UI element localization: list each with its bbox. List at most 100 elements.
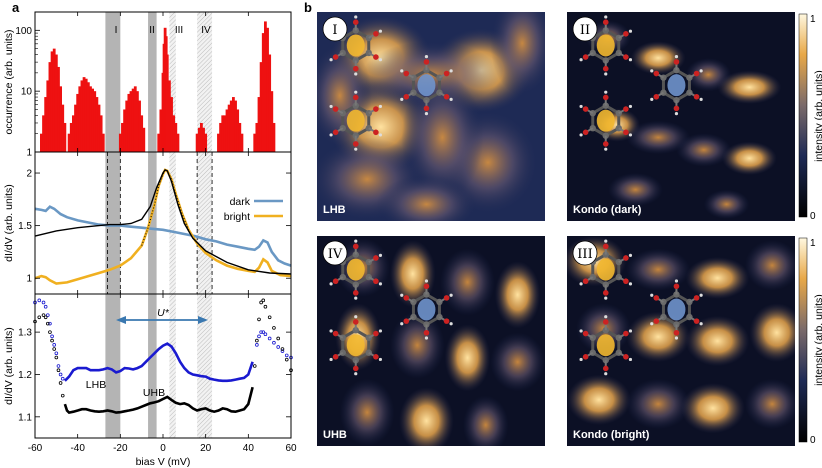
intensity-blob (681, 383, 745, 434)
map-label-II: Kondo (dark) (573, 204, 642, 216)
intensity-blob (626, 248, 691, 291)
histogram-bar (170, 97, 173, 152)
molecule-model (650, 55, 703, 116)
map-label-IV: UHB (323, 429, 347, 441)
scatter-point-dark (284, 357, 289, 362)
x-tick-label: -40 (70, 443, 85, 454)
histogram-bar (268, 54, 272, 152)
scatter-point-bright (52, 343, 56, 347)
intensity-blob (494, 261, 541, 329)
histogram-bar (257, 97, 261, 152)
histogram-bar (59, 86, 62, 152)
colorbar-top-min: 0 (810, 211, 816, 222)
scatter-point-bright (276, 345, 281, 349)
histogram-bar (118, 133, 122, 152)
map-badge-IV: IV (328, 247, 343, 262)
region-label-IV: IV (201, 25, 211, 36)
intensity-blob (749, 303, 795, 362)
colorbar-bottom-label: intensity (arb. units) (813, 294, 822, 386)
histogram-bar (261, 33, 265, 153)
scatter-point-dark (50, 338, 54, 343)
stm-map-IV (317, 236, 545, 446)
spectra-y-tick-label: 1 (26, 274, 32, 285)
histogram-bar (176, 133, 180, 152)
scatter-point-bright (259, 330, 263, 334)
scatter-point-dark (257, 317, 261, 322)
histogram-bar (93, 91, 97, 152)
histogram-bar (232, 97, 235, 152)
x-tick-label: 0 (160, 443, 166, 454)
intensity-blob (567, 374, 631, 425)
histogram-y-label: occurrence (arb. units) (3, 29, 15, 134)
scatter-point-dark (255, 338, 259, 343)
histogram-bar (78, 86, 82, 152)
scatter-point-dark (37, 315, 42, 320)
intensity-blob (626, 378, 691, 430)
panel-b-maps: I LHB II Kondo (dark) IV UHB III Kondo (bright) (317, 12, 795, 446)
map-badge-circle (322, 240, 348, 266)
lhb-annotation: LHB (86, 379, 106, 391)
molecule-model (329, 15, 383, 76)
scatter-point-bright (261, 330, 266, 334)
histogram-bar (101, 133, 105, 152)
intensity-blob (744, 240, 795, 291)
intensity-blob (608, 172, 663, 207)
intensity-blob (626, 120, 691, 155)
scatter-line-dark (63, 386, 254, 415)
scatter-point-bright (54, 351, 59, 356)
histogram-bar (95, 97, 99, 152)
scatter-point-bright (41, 300, 46, 305)
histogram-bar (240, 133, 244, 152)
scatter-point-bright (255, 343, 259, 347)
colorbar-top-max: 1 (810, 14, 816, 25)
colorbar-top-label: intensity (arb. units) (813, 70, 822, 162)
molecule-model (579, 90, 633, 151)
histogram-bar (157, 133, 161, 152)
histogram-bar (133, 86, 137, 152)
scatter-point-bright (257, 334, 261, 339)
intensity-blob (490, 332, 545, 392)
histogram-bar (202, 127, 205, 152)
colorbar-bottom: 1 0 intensity (arb. units) (798, 237, 822, 446)
x-tick-label: 20 (200, 443, 212, 454)
scatter-point-dark (252, 364, 257, 368)
legend-dark-label: dark (230, 196, 251, 208)
histogram-bar (264, 21, 267, 153)
band-II (148, 12, 157, 438)
spectra-y-tick-label: 2 (26, 169, 32, 180)
scatter-point-dark (261, 298, 266, 303)
scatter-point-dark (41, 313, 46, 317)
scatter-point-bright (272, 340, 276, 345)
spectrum-line-bright (34, 168, 292, 285)
histogram-bar (61, 104, 65, 152)
x-tick-label: -20 (113, 443, 128, 454)
region-label-I: I (115, 25, 118, 36)
scatter-point-bright (45, 313, 50, 317)
histogram-bar (266, 27, 269, 152)
histogram-bar (236, 109, 240, 152)
spectra-y-label: dI/dV (arb. units) (3, 184, 15, 262)
molecule-model (400, 279, 453, 340)
histogram-bar (40, 133, 43, 152)
spectra-y-tick-label: 1.5 (18, 221, 32, 232)
map-badge-III: III (577, 247, 592, 262)
histogram-bar (54, 54, 58, 152)
histogram-bar (165, 54, 169, 152)
stm-map-I (317, 12, 545, 221)
molecule-model (650, 279, 703, 340)
histogram-y-tick-label: 1 (26, 148, 32, 159)
histogram-bar (270, 91, 274, 152)
intensity-blob (490, 12, 545, 96)
molecule-model (329, 90, 383, 151)
intensity-blob (389, 240, 436, 308)
intensity-blob (685, 257, 750, 299)
colorbar-top-gradient (798, 13, 808, 218)
x-tick-label: 60 (285, 443, 297, 454)
intensity-blob (717, 70, 782, 104)
map-label-III: Kondo (bright) (573, 429, 650, 441)
histogram-bar (259, 62, 263, 152)
scatter-point-dark (58, 381, 63, 385)
scatter-point-dark (48, 330, 52, 334)
histogram-bar (50, 51, 54, 152)
